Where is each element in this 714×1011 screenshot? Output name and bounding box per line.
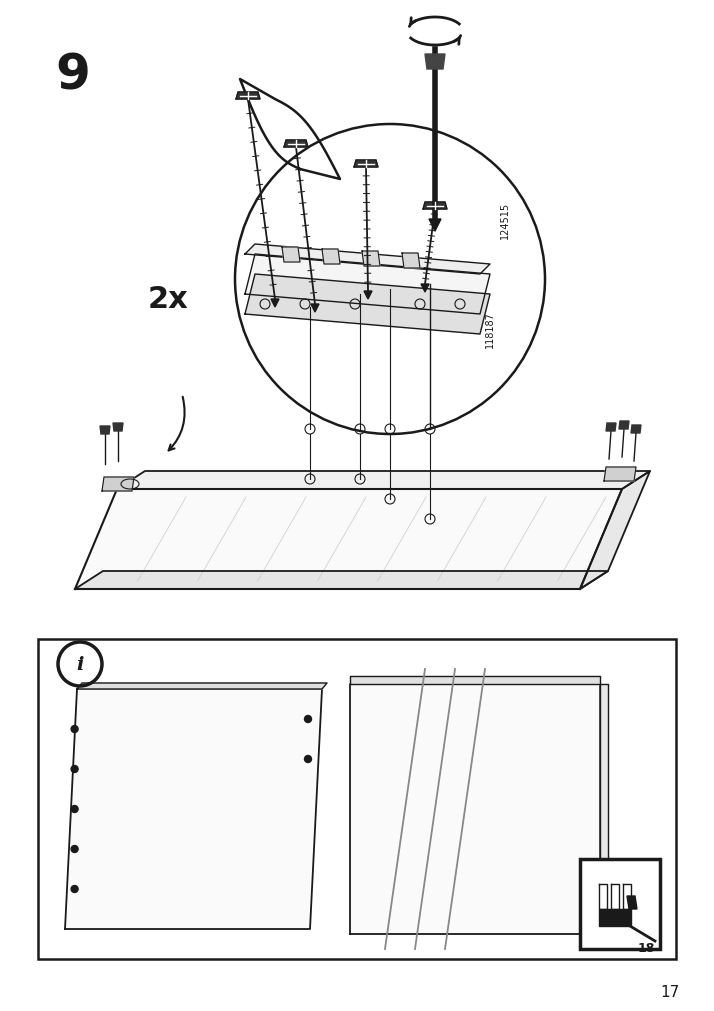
- Polygon shape: [604, 467, 636, 481]
- Text: 18: 18: [638, 941, 655, 954]
- Circle shape: [71, 765, 78, 772]
- Polygon shape: [580, 471, 650, 589]
- Polygon shape: [619, 422, 629, 430]
- Polygon shape: [271, 299, 279, 307]
- Polygon shape: [77, 683, 327, 690]
- Polygon shape: [631, 426, 641, 434]
- Polygon shape: [354, 161, 378, 168]
- Polygon shape: [117, 471, 650, 489]
- Circle shape: [304, 716, 311, 723]
- Polygon shape: [311, 304, 319, 312]
- Polygon shape: [75, 571, 608, 589]
- Polygon shape: [423, 203, 447, 210]
- Circle shape: [71, 845, 78, 852]
- Polygon shape: [245, 245, 490, 275]
- Text: i: i: [76, 655, 84, 673]
- Bar: [580, 859, 660, 949]
- Polygon shape: [240, 80, 340, 180]
- Text: 118187: 118187: [485, 311, 495, 348]
- Polygon shape: [599, 909, 631, 926]
- Polygon shape: [100, 427, 110, 435]
- Text: 2x: 2x: [148, 285, 188, 314]
- Polygon shape: [236, 93, 260, 100]
- Text: 17: 17: [660, 984, 680, 999]
- Polygon shape: [362, 252, 380, 267]
- Polygon shape: [65, 690, 322, 929]
- Polygon shape: [429, 219, 441, 232]
- Text: 9: 9: [55, 51, 90, 99]
- Polygon shape: [102, 477, 134, 491]
- Polygon shape: [284, 141, 308, 148]
- Polygon shape: [627, 896, 637, 909]
- Polygon shape: [425, 55, 445, 70]
- Polygon shape: [611, 885, 619, 909]
- Bar: [38, 639, 676, 959]
- Text: 124515: 124515: [500, 201, 510, 239]
- Polygon shape: [282, 248, 300, 263]
- Polygon shape: [245, 255, 490, 314]
- Circle shape: [71, 726, 78, 733]
- Polygon shape: [113, 424, 123, 432]
- Polygon shape: [421, 285, 429, 293]
- Polygon shape: [599, 885, 607, 909]
- Polygon shape: [75, 489, 622, 589]
- Polygon shape: [623, 885, 631, 909]
- Polygon shape: [600, 684, 608, 934]
- Polygon shape: [402, 254, 420, 269]
- Polygon shape: [322, 250, 340, 265]
- Circle shape: [71, 886, 78, 893]
- Circle shape: [304, 756, 311, 762]
- Polygon shape: [350, 676, 600, 684]
- Circle shape: [71, 806, 78, 813]
- Polygon shape: [606, 424, 616, 432]
- Polygon shape: [364, 292, 372, 299]
- Polygon shape: [245, 275, 490, 335]
- Polygon shape: [350, 684, 600, 934]
